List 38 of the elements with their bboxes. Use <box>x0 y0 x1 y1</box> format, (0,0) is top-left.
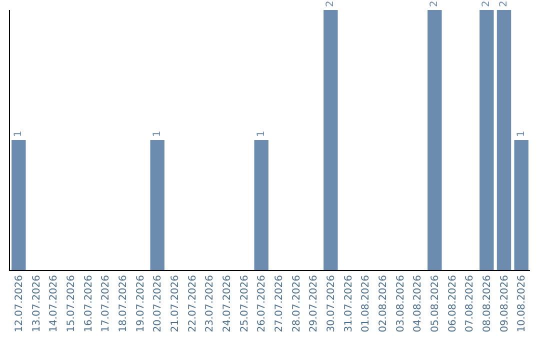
x-tick-label: 01.08.2026 <box>360 275 372 332</box>
x-tick-label: 31.07.2026 <box>343 275 354 332</box>
x-tick-label: 21.07.2026 <box>170 275 181 332</box>
data-label: 1 <box>13 130 24 137</box>
x-tick-label: 02.08.2026 <box>378 275 389 332</box>
x-tick-label: 22.07.2026 <box>187 275 198 332</box>
x-tick-label: 14.07.2026 <box>48 275 60 332</box>
x-tick-label: 12.07.2026 <box>14 275 25 332</box>
x-tick-label: 23.07.2026 <box>204 275 216 332</box>
x-tick-label: 08.08.2026 <box>482 275 493 332</box>
x-tick-label: 06.08.2026 <box>447 275 458 332</box>
x-tick-label: 03.08.2026 <box>395 275 406 332</box>
x-tick-label: 16.07.2026 <box>83 275 94 332</box>
data-label: 1 <box>516 130 527 137</box>
data-label: 2 <box>325 0 336 7</box>
x-tick-label: 19.07.2026 <box>135 275 146 332</box>
data-label: 1 <box>256 130 267 137</box>
x-tick-label: 18.07.2026 <box>118 275 129 332</box>
data-label: 1 <box>152 130 163 137</box>
x-tick-label: 29.07.2026 <box>308 275 320 332</box>
x-tick-label: 20.07.2026 <box>152 275 164 332</box>
x-tick-label: 25.07.2026 <box>239 275 250 332</box>
x-tick-label: 26.07.2026 <box>256 275 268 332</box>
x-tick-label: 24.07.2026 <box>222 275 233 332</box>
x-tick-label: 17.07.2026 <box>100 275 112 332</box>
x-tick-label: 13.07.2026 <box>31 275 42 332</box>
data-label: 2 <box>498 0 510 7</box>
x-tick-label: 05.08.2026 <box>430 275 441 332</box>
x-tick-label: 04.08.2026 <box>412 275 424 332</box>
x-tick-label: 10.08.2026 <box>516 275 528 332</box>
x-tick-label: 30.07.2026 <box>326 275 337 332</box>
x-tick-label: 07.08.2026 <box>464 275 476 332</box>
x-tick-label: 27.07.2026 <box>274 275 285 332</box>
data-label: 2 <box>429 0 440 7</box>
x-tick-label: 28.07.2026 <box>291 275 302 332</box>
x-tick-label: 15.07.2026 <box>66 275 77 332</box>
data-label: 2 <box>481 0 492 7</box>
x-tick-label: 09.08.2026 <box>499 275 510 332</box>
